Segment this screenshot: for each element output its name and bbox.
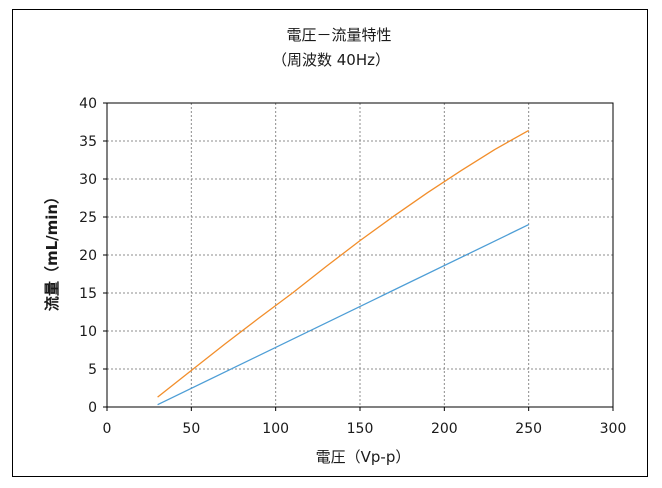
y-tick-label: 35 [79, 134, 97, 150]
x-tick-label: 200 [431, 421, 458, 437]
chart-svg: 電圧－流量特性 （周波数 40Hz） 0 50 100 150 200 250 300 0 5… [43, 26, 627, 466]
y-tick-label: 5 [88, 362, 97, 378]
x-tick-label: 0 [103, 421, 112, 437]
grid-lines [107, 103, 613, 407]
x-tick-label: 100 [262, 421, 289, 437]
chart-subtitle: （周波数 40Hz） [272, 51, 390, 69]
x-axis-ticks: 0 50 100 150 200 250 300 [103, 407, 627, 437]
y-tick-label: 0 [88, 400, 97, 416]
series-line-1 [157, 129, 530, 398]
y-axis-ticks: 0 5 10 15 20 25 30 35 40 [79, 96, 107, 416]
x-axis-label: 電圧（Vp-p） [316, 448, 411, 466]
chart-frame: 電圧－流量特性 （周波数 40Hz） 0 50 100 150 200 250 300 0 5… [12, 9, 648, 477]
y-tick-label: 30 [79, 172, 97, 188]
chart-title: 電圧－流量特性 [286, 26, 391, 44]
y-tick-label: 25 [79, 210, 97, 226]
series-lines [157, 129, 530, 406]
y-tick-label: 20 [79, 248, 97, 264]
x-tick-label: 250 [515, 421, 542, 437]
y-axis-label: 流量（mL/min） [43, 189, 61, 311]
x-tick-label: 300 [600, 421, 627, 437]
x-tick-label: 150 [347, 421, 374, 437]
y-tick-label: 10 [79, 324, 97, 340]
y-tick-label: 15 [79, 286, 97, 302]
series-line-2 [157, 224, 529, 406]
x-tick-label: 50 [182, 421, 200, 437]
y-tick-label: 40 [79, 96, 97, 112]
